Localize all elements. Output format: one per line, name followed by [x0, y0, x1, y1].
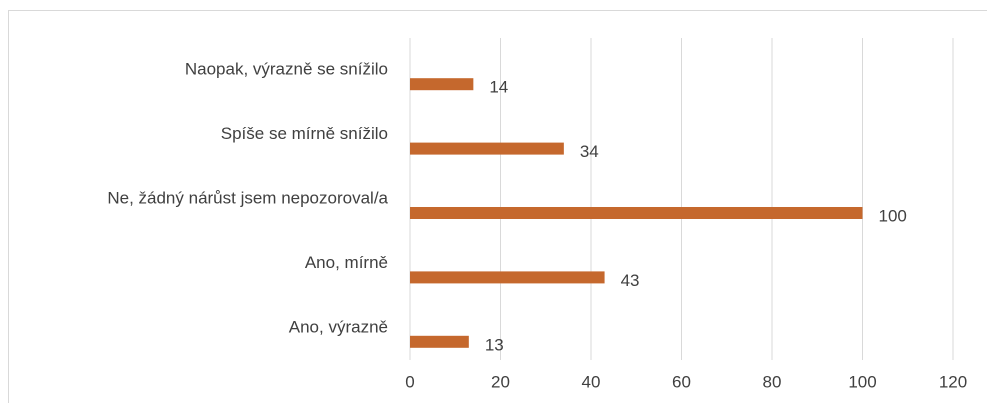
bar	[410, 207, 863, 219]
x-tick-label: 40	[582, 372, 601, 391]
bar	[410, 271, 605, 284]
chart-border	[8, 10, 987, 403]
y-tick-label: Ano, výrazně	[289, 317, 388, 336]
x-tick-label: 0	[405, 372, 414, 391]
x-tick-label: 60	[672, 372, 691, 391]
x-tick-label: 100	[848, 372, 876, 391]
value-label: 34	[580, 142, 599, 161]
y-tick-label: Ano, mírně	[305, 253, 388, 272]
value-label: 43	[621, 271, 640, 290]
bar	[410, 78, 474, 91]
bar	[410, 142, 564, 155]
value-label: 13	[485, 335, 504, 354]
y-tick-label: Spíše se mírně snížilo	[221, 124, 388, 143]
y-tick-label: Naopak, výrazně se snížilo	[185, 60, 388, 79]
bar	[410, 335, 469, 348]
y-tick-label: Ne, žádný nárůst jsem nepozoroval/a	[107, 188, 388, 207]
value-label: 100	[879, 206, 907, 225]
x-tick-label: 120	[939, 372, 967, 391]
value-label: 14	[489, 78, 508, 97]
x-tick-label: 20	[491, 372, 510, 391]
x-tick-label: 80	[763, 372, 782, 391]
